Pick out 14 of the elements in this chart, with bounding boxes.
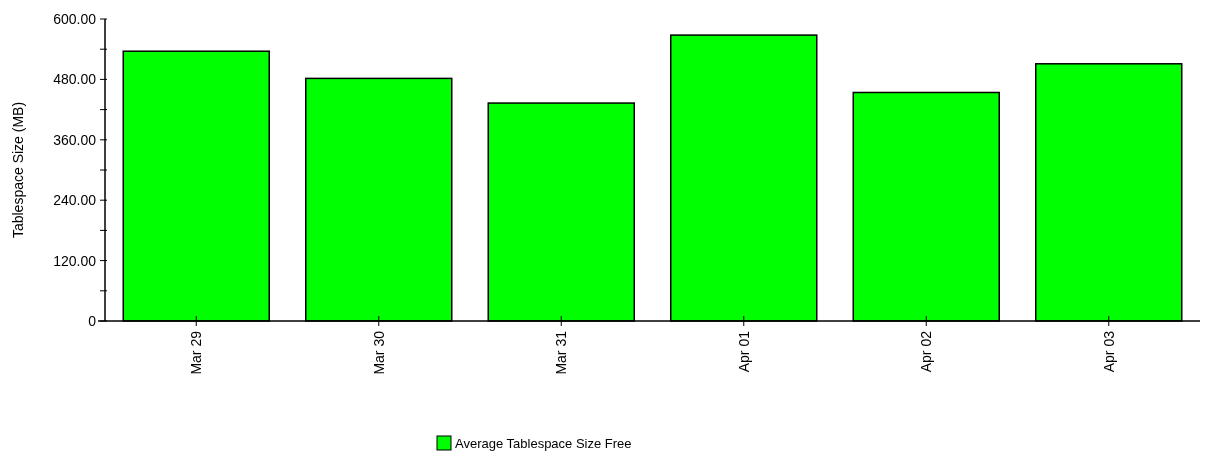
y-axis-title: Tablespace Size (MB) — [10, 101, 26, 239]
y-tick-label: 480.00 — [53, 71, 97, 88]
y-tick-label: 0 — [88, 313, 97, 329]
y-tick-label: 600.00 — [53, 11, 97, 27]
x-tick-label: Apr 02 — [918, 330, 935, 373]
legend-label: Average Tablespace Size Free — [455, 435, 632, 451]
y-tick-label: 240.00 — [53, 192, 97, 209]
x-tick-label: Apr 03 — [1100, 330, 1117, 373]
x-tick-label: Mar 29 — [188, 330, 205, 375]
y-tick-label: 120.00 — [53, 252, 97, 269]
x-tick-label: Mar 30 — [370, 330, 387, 375]
x-tick-label: Mar 31 — [553, 330, 570, 375]
y-tick-label: 360.00 — [53, 131, 97, 148]
x-tick-label: Apr 01 — [735, 330, 752, 373]
